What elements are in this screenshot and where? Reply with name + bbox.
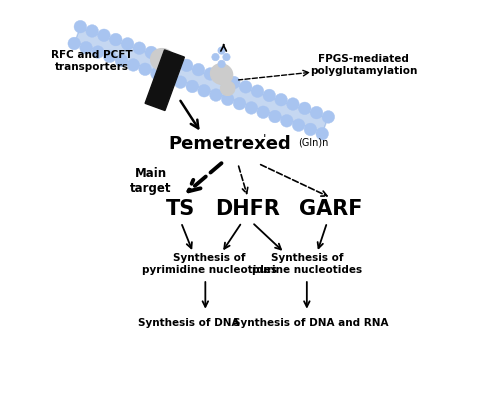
Text: DHFR: DHFR [216,198,280,219]
Text: Synthesis of
purine nucleotides: Synthesis of purine nucleotides [252,252,362,274]
Circle shape [122,38,134,51]
Circle shape [280,115,293,128]
Text: Synthesis of
pyrimidine nucleotides: Synthesis of pyrimidine nucleotides [142,252,277,274]
Circle shape [98,30,110,43]
Circle shape [310,107,323,119]
Circle shape [74,21,86,34]
Ellipse shape [210,65,233,85]
Text: Synthesis of DNA: Synthesis of DNA [138,317,240,327]
Circle shape [257,107,270,119]
Circle shape [263,90,276,102]
Text: (Gln)n: (Gln)n [298,137,328,147]
Circle shape [251,85,264,98]
Circle shape [212,54,219,62]
Circle shape [204,68,216,81]
Ellipse shape [220,82,235,96]
Circle shape [180,60,193,72]
Circle shape [192,64,204,77]
Text: GARF: GARF [300,198,363,219]
Ellipse shape [150,49,175,72]
Circle shape [198,85,210,98]
Circle shape [150,68,163,81]
Circle shape [145,47,158,60]
Text: FPGS-mediated
polyglutamylation: FPGS-mediated polyglutamylation [310,54,418,76]
Circle shape [286,98,299,111]
Circle shape [156,51,170,64]
Text: Main
target: Main target [130,166,172,194]
Circle shape [275,94,287,107]
Circle shape [234,98,246,111]
Circle shape [304,124,316,136]
Text: TS: TS [166,198,196,219]
Circle shape [218,61,225,68]
Text: RFC and PCFT
transporters: RFC and PCFT transporters [51,50,132,72]
Circle shape [133,43,145,55]
Text: Synthesis of DNA and RNA: Synthesis of DNA and RNA [233,317,388,327]
Circle shape [316,128,328,141]
Circle shape [245,102,258,115]
Text: Pemetrexed: Pemetrexed [168,135,291,153]
Circle shape [298,103,311,115]
Circle shape [174,77,187,89]
Circle shape [216,73,228,85]
Bar [145,51,184,111]
Circle shape [210,90,222,102]
Text: ': ' [262,132,266,145]
Circle shape [110,34,122,47]
Circle shape [218,48,225,55]
Circle shape [86,26,99,38]
Circle shape [162,72,175,85]
Circle shape [168,55,181,68]
Circle shape [115,55,128,68]
Circle shape [68,38,80,51]
Circle shape [240,81,252,94]
Circle shape [80,43,92,55]
Circle shape [92,47,104,59]
Circle shape [268,111,281,124]
Circle shape [223,54,230,62]
Circle shape [186,81,198,94]
Polygon shape [74,29,328,133]
Circle shape [139,64,151,77]
Circle shape [104,51,116,64]
Circle shape [322,111,334,124]
Circle shape [222,94,234,107]
Circle shape [292,119,305,132]
Circle shape [127,60,140,72]
Circle shape [228,77,240,90]
